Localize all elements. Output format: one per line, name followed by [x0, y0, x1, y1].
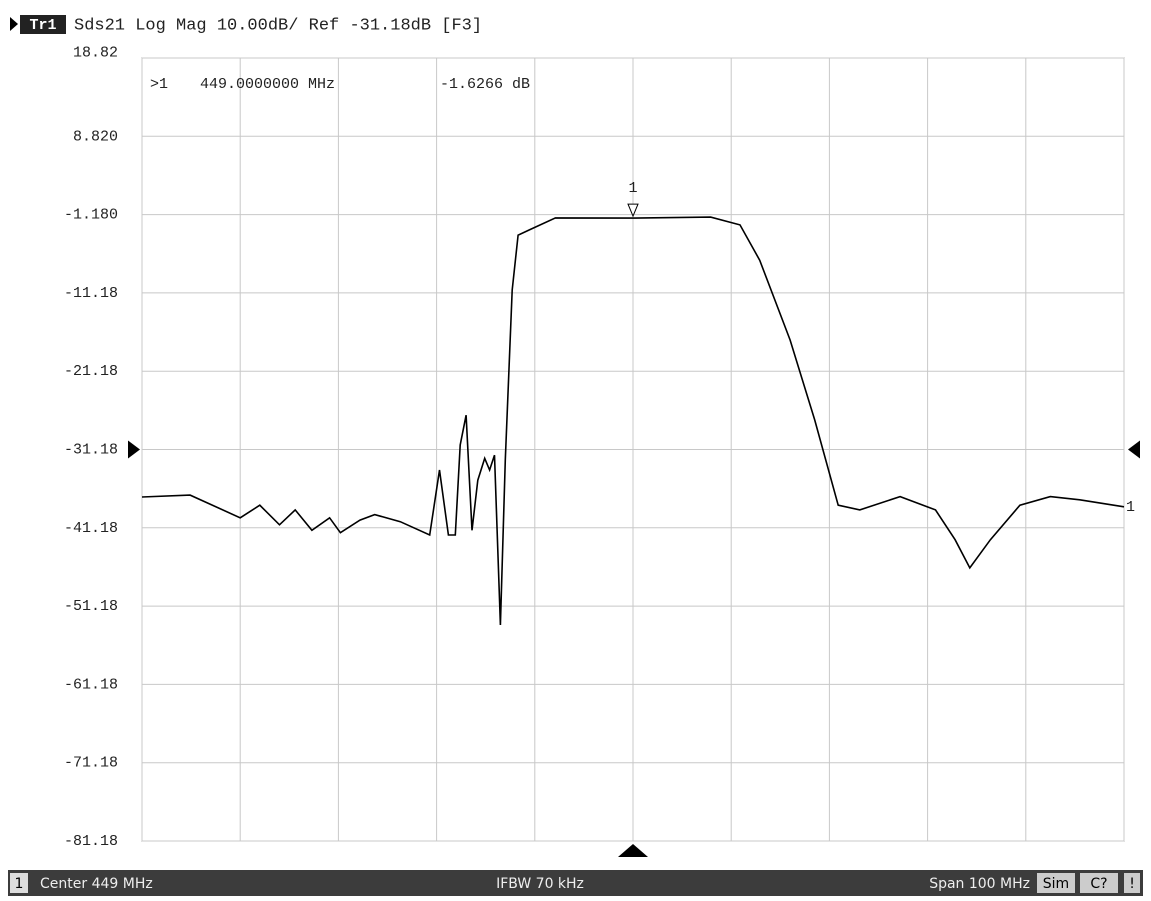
sim-box	[1037, 873, 1075, 893]
ifbw: IFBW 70 kHz	[496, 876, 584, 892]
warn-box	[1124, 873, 1140, 893]
trace-tag-box	[20, 15, 66, 34]
y-tick-label: -71.18	[64, 755, 118, 772]
status-bar	[8, 870, 1143, 896]
y-tick-label: -81.18	[64, 833, 118, 850]
y-tick-label: -31.18	[64, 441, 118, 458]
active-indicator	[10, 17, 18, 31]
ref-marker-left	[128, 440, 140, 459]
marker-value: -1.6266 dB	[440, 76, 530, 93]
cal: C?	[1090, 876, 1107, 892]
span: Span 100 MHz	[929, 876, 1030, 892]
center-marker	[618, 844, 648, 857]
channel: 1	[15, 876, 24, 892]
y-tick-label: -61.18	[64, 676, 118, 693]
y-tick-label: 8.820	[73, 128, 118, 145]
cal-box	[1080, 873, 1118, 893]
y-tick-label: -1.180	[64, 207, 118, 224]
marker-id: >1	[150, 76, 168, 93]
marker-symbol	[627, 203, 639, 218]
y-tick-label: 18.82	[73, 45, 118, 62]
center-freq: Center 449 MHz	[40, 876, 153, 892]
trace-tag: Tr1	[29, 17, 56, 34]
warn: !	[1129, 876, 1135, 892]
marker-label: 1	[628, 180, 637, 197]
sim: Sim	[1043, 876, 1069, 892]
y-tick-label: -21.18	[64, 363, 118, 380]
marker-freq: 449.0000000 MHz	[200, 76, 335, 93]
trace	[141, 216, 1125, 626]
trace-label: 1	[1126, 499, 1135, 516]
channel-box	[10, 873, 28, 893]
ref-marker-right	[1128, 440, 1140, 459]
y-tick-label: -11.18	[64, 285, 118, 302]
y-tick-label: -51.18	[64, 598, 118, 615]
chart-title: Sds21 Log Mag 10.00dB/ Ref -31.18dB [F3]	[74, 16, 482, 35]
y-tick-label: -41.18	[64, 520, 118, 537]
